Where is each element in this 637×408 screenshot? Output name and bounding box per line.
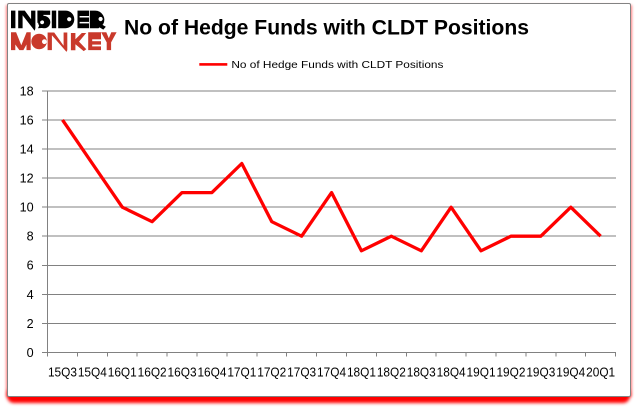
svg-text:15Q4: 15Q4 [78,365,107,380]
svg-text:14: 14 [20,142,34,156]
svg-text:18Q2: 18Q2 [377,365,406,380]
svg-text:17Q3: 17Q3 [287,365,316,380]
svg-text:No of Hedge Funds with CLDT Po: No of Hedge Funds with CLDT Positions [231,59,443,71]
svg-text:0: 0 [27,346,34,360]
svg-text:6: 6 [27,259,34,273]
svg-text:8: 8 [27,230,34,244]
svg-text:20Q1: 20Q1 [586,365,615,380]
svg-text:16Q1: 16Q1 [108,365,137,380]
svg-text:18Q3: 18Q3 [407,365,436,380]
svg-text:10: 10 [20,201,34,215]
svg-text:19Q3: 19Q3 [526,365,555,380]
svg-text:17Q2: 17Q2 [257,365,286,380]
svg-text:4: 4 [27,288,34,302]
svg-text:18: 18 [20,84,34,98]
svg-text:16Q4: 16Q4 [197,365,226,380]
svg-text:15Q3: 15Q3 [48,365,77,380]
svg-text:17Q4: 17Q4 [317,365,346,380]
svg-text:17Q1: 17Q1 [227,365,256,380]
svg-text:19Q2: 19Q2 [496,365,525,380]
svg-text:16Q3: 16Q3 [168,365,197,380]
svg-text:16: 16 [20,113,34,127]
svg-text:12: 12 [20,172,34,186]
svg-text:18Q1: 18Q1 [347,365,376,380]
svg-text:16Q2: 16Q2 [138,365,167,380]
svg-text:18Q4: 18Q4 [437,365,466,380]
svg-text:No of Hedge Funds with CLDT Po: No of Hedge Funds with CLDT Positions [124,17,529,40]
svg-text:2: 2 [27,317,34,331]
svg-text:19Q1: 19Q1 [467,365,496,380]
svg-text:19Q4: 19Q4 [556,365,585,380]
